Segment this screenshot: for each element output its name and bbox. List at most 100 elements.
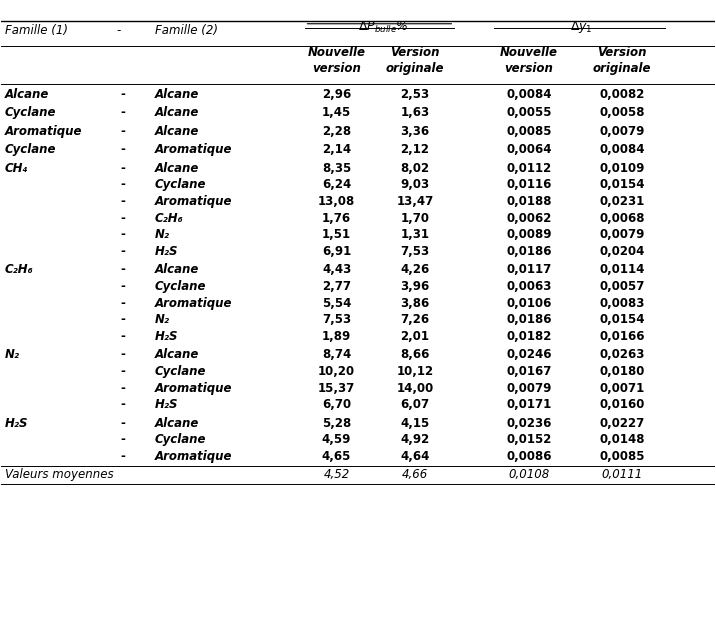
Text: -: -	[120, 297, 125, 309]
Text: 7,26: 7,26	[400, 313, 430, 326]
Text: Cyclane: Cyclane	[155, 280, 206, 293]
Text: 8,35: 8,35	[322, 162, 352, 175]
Text: 0,0117: 0,0117	[506, 263, 552, 276]
Text: Alcane: Alcane	[155, 162, 199, 175]
Text: 0,0263: 0,0263	[599, 349, 644, 361]
Text: 0,0086: 0,0086	[506, 450, 552, 463]
Text: 0,0083: 0,0083	[599, 297, 644, 309]
Text: 6,70: 6,70	[322, 398, 351, 412]
Text: 0,0068: 0,0068	[599, 212, 644, 225]
Text: 0,0055: 0,0055	[506, 106, 552, 119]
Text: Aromatique: Aromatique	[155, 195, 232, 208]
Text: 4,52: 4,52	[324, 468, 349, 482]
Text: -: -	[120, 398, 125, 412]
Text: Alcane: Alcane	[155, 349, 199, 361]
Text: Aromatique: Aromatique	[5, 125, 82, 137]
Text: 5,54: 5,54	[322, 297, 352, 309]
Text: 0,0057: 0,0057	[599, 280, 644, 293]
Text: Alcane: Alcane	[5, 87, 49, 101]
Text: 10,12: 10,12	[397, 365, 434, 378]
Text: 0,0085: 0,0085	[506, 125, 552, 137]
Text: N₂: N₂	[155, 313, 170, 326]
Text: 0,0186: 0,0186	[506, 245, 552, 258]
Text: Alcane: Alcane	[155, 125, 199, 137]
Text: 0,0171: 0,0171	[506, 398, 552, 412]
Text: 0,0246: 0,0246	[506, 349, 552, 361]
Text: 4,65: 4,65	[322, 450, 352, 463]
Text: 1,76: 1,76	[322, 212, 351, 225]
Text: Alcane: Alcane	[155, 263, 199, 276]
Text: 0,0089: 0,0089	[506, 228, 552, 241]
Text: 6,07: 6,07	[400, 398, 430, 412]
Text: -: -	[120, 263, 125, 276]
Text: Cyclane: Cyclane	[5, 106, 57, 119]
Text: -: -	[120, 245, 125, 258]
Text: 1,63: 1,63	[400, 106, 430, 119]
Text: -: -	[120, 195, 125, 208]
Text: -: -	[120, 228, 125, 241]
Text: -: -	[120, 365, 125, 378]
Text: 0,0108: 0,0108	[508, 468, 550, 482]
Text: 2,53: 2,53	[400, 87, 430, 101]
Text: -: -	[120, 450, 125, 463]
Text: 0,0085: 0,0085	[599, 450, 644, 463]
Text: 4,15: 4,15	[400, 417, 430, 429]
Text: Alcane: Alcane	[155, 87, 199, 101]
Text: 4,59: 4,59	[322, 433, 352, 446]
Text: 8,74: 8,74	[322, 349, 352, 361]
Text: -: -	[120, 87, 125, 101]
Text: Cyclane: Cyclane	[155, 433, 206, 446]
Text: 2,14: 2,14	[322, 143, 351, 156]
Text: $\Delta y_1$: $\Delta y_1$	[569, 19, 592, 35]
Text: 2,96: 2,96	[322, 87, 352, 101]
Text: 2,28: 2,28	[322, 125, 351, 137]
Text: 0,0084: 0,0084	[506, 87, 552, 101]
Text: 13,47: 13,47	[397, 195, 434, 208]
Text: 0,0182: 0,0182	[506, 330, 552, 343]
Text: 4,64: 4,64	[400, 450, 430, 463]
Text: Version
originale: Version originale	[386, 46, 445, 74]
Text: 0,0152: 0,0152	[506, 433, 552, 446]
Text: 14,00: 14,00	[397, 381, 434, 395]
Text: Cyclane: Cyclane	[155, 365, 206, 378]
Text: Alcane: Alcane	[155, 417, 199, 429]
Text: -: -	[120, 433, 125, 446]
Text: C₂H₆: C₂H₆	[155, 212, 183, 225]
Text: -: -	[120, 125, 125, 137]
Text: 1,45: 1,45	[322, 106, 352, 119]
Text: 0,0079: 0,0079	[599, 228, 644, 241]
Text: Valeurs moyennes: Valeurs moyennes	[5, 468, 114, 482]
Text: 0,0071: 0,0071	[599, 381, 644, 395]
Text: Famille (1): Famille (1)	[5, 24, 68, 37]
Text: 2,01: 2,01	[400, 330, 430, 343]
Text: 15,37: 15,37	[318, 381, 355, 395]
Text: 2,12: 2,12	[400, 143, 430, 156]
Text: Aromatique: Aromatique	[155, 381, 232, 395]
Text: Alcane: Alcane	[155, 106, 199, 119]
Text: Version
originale: Version originale	[593, 46, 651, 74]
Text: Aromatique: Aromatique	[155, 297, 232, 309]
Text: 0,0236: 0,0236	[506, 417, 552, 429]
Text: 0,0063: 0,0063	[506, 280, 552, 293]
Text: 13,08: 13,08	[318, 195, 355, 208]
Text: -: -	[120, 178, 125, 191]
Text: 3,96: 3,96	[400, 280, 430, 293]
Text: 0,0082: 0,0082	[599, 87, 644, 101]
Text: -: -	[120, 417, 125, 429]
Text: 5,28: 5,28	[322, 417, 352, 429]
Text: Cyclane: Cyclane	[155, 178, 206, 191]
Text: 0,0167: 0,0167	[506, 365, 552, 378]
Text: Nouvelle
version: Nouvelle version	[308, 46, 366, 74]
Text: Nouvelle
version: Nouvelle version	[500, 46, 558, 74]
Text: Aromatique: Aromatique	[155, 450, 232, 463]
Text: 8,66: 8,66	[400, 349, 430, 361]
Text: 0,0064: 0,0064	[506, 143, 552, 156]
Text: N₂: N₂	[5, 349, 20, 361]
Text: 4,43: 4,43	[322, 263, 352, 276]
Text: 1,51: 1,51	[322, 228, 351, 241]
Text: $\Delta P_{bulle}$%: $\Delta P_{bulle}$%	[358, 19, 408, 35]
Text: 0,0116: 0,0116	[506, 178, 552, 191]
Text: 4,26: 4,26	[400, 263, 430, 276]
Text: -: -	[120, 381, 125, 395]
Text: CH₄: CH₄	[5, 162, 29, 175]
